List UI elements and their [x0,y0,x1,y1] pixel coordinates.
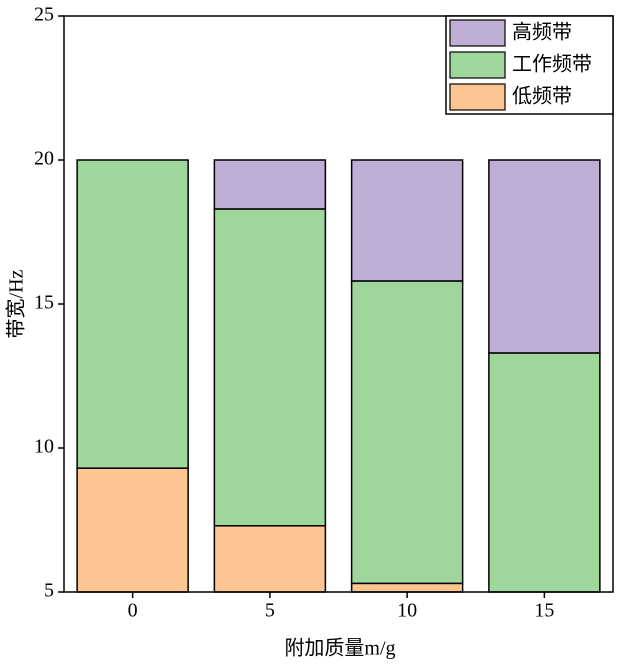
x-tick-label: 0 [128,600,138,622]
legend-label: 高频带 [512,21,572,44]
x-axis-label: 附加质量m/g [284,637,395,660]
bar-segment [213,159,327,210]
legend-label: 低频带 [512,85,572,108]
y-tick-label: 15 [34,292,54,314]
y-tick-label: 20 [34,148,54,170]
x-tick-label: 10 [397,600,417,622]
y-axis-label: 带宽/Hz [5,269,28,338]
y-tick-label: 10 [34,436,54,458]
y-tick-label: 25 [34,4,54,26]
bar-segment [213,525,327,593]
y-tick-label: 5 [44,580,54,602]
x-tick-label: 5 [265,600,275,622]
legend-label: 工作频带 [512,53,592,76]
bar-segment [213,208,327,527]
bar-segment [76,159,189,469]
bar-segment [488,159,601,354]
bar-segment [350,582,464,593]
bar-segment [350,159,464,282]
legend-swatch [449,19,506,47]
bar-segment [76,467,189,593]
legend-swatch [449,83,506,111]
bar-segment [488,352,601,593]
x-tick-label: 15 [534,600,554,622]
plot-frame [63,15,614,593]
legend-swatch [449,51,506,79]
bar-segment [350,280,464,585]
